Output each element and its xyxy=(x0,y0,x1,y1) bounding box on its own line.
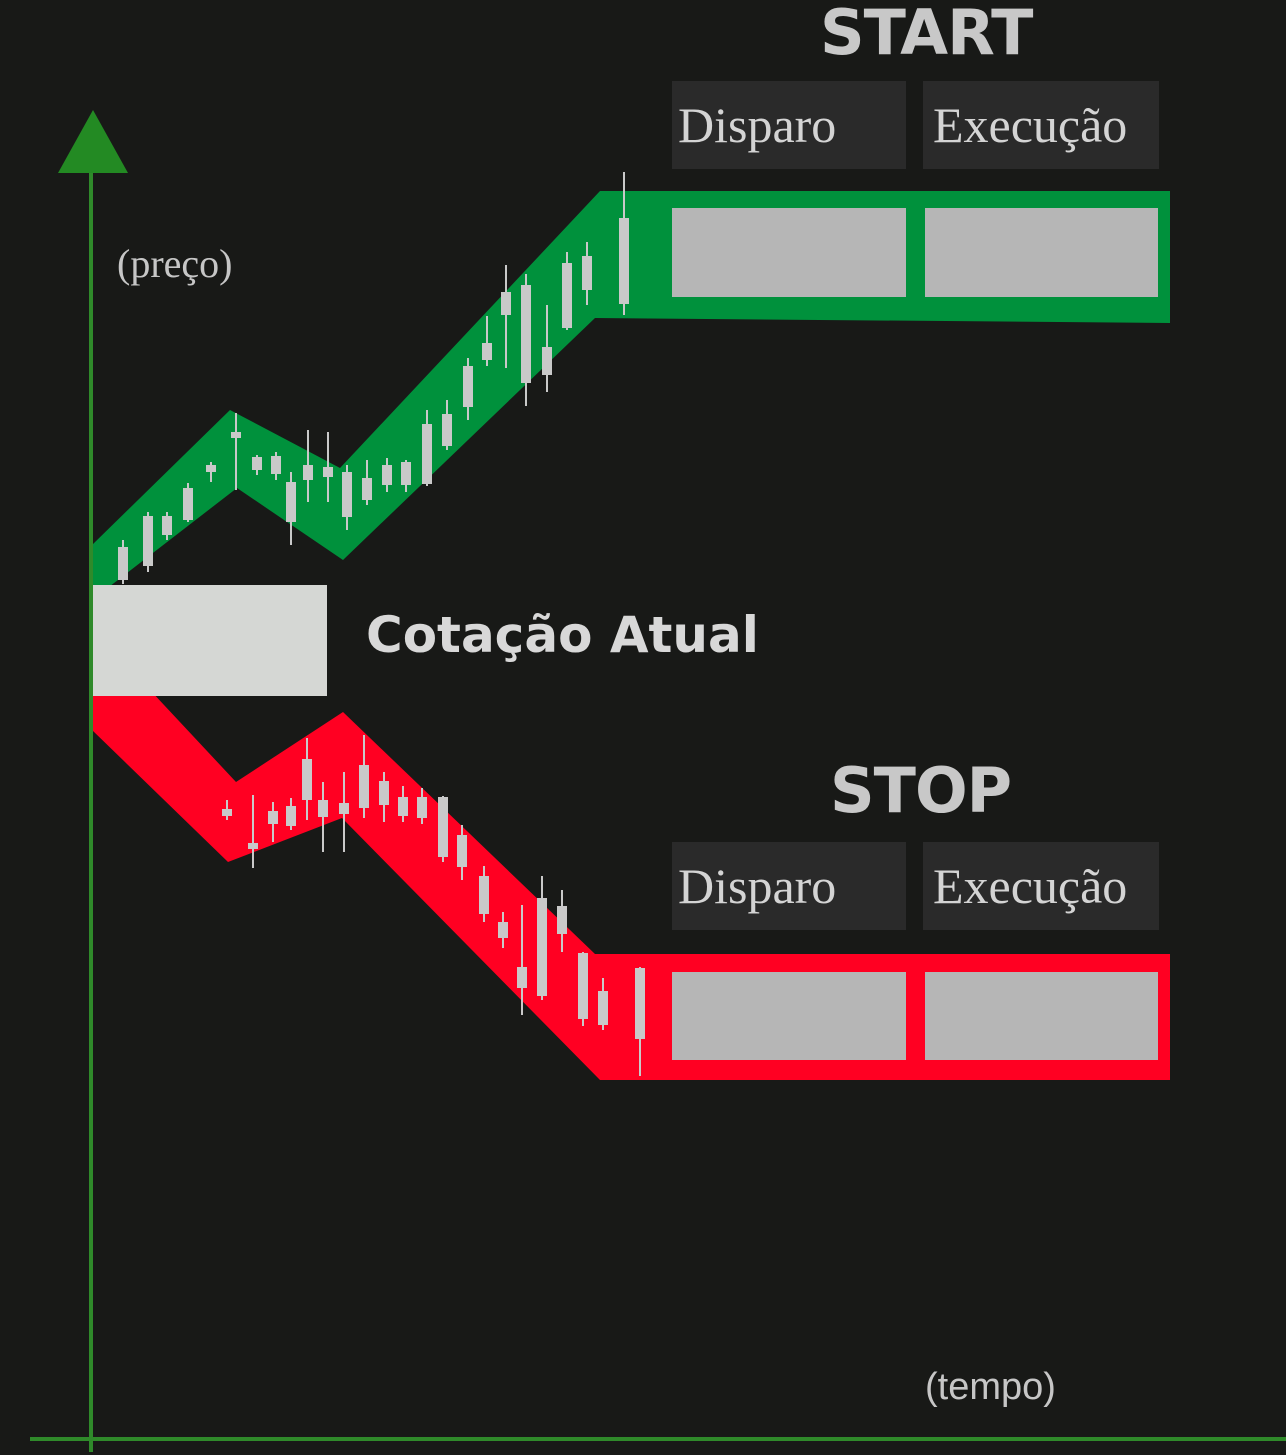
current-price-box xyxy=(93,585,327,696)
stop-candle-body xyxy=(359,765,369,808)
start-candle-body xyxy=(442,414,452,446)
start-candle-body xyxy=(501,292,511,315)
stop-candle-body xyxy=(498,922,508,938)
stop-candle-body xyxy=(286,806,296,826)
start-title: START xyxy=(820,0,1033,69)
stop-candle-body xyxy=(557,906,567,934)
start-trigger-header: Disparo xyxy=(672,81,906,169)
stop-title: STOP xyxy=(830,754,1012,827)
stop-candle-body xyxy=(318,800,328,817)
stop-trigger-field xyxy=(672,972,906,1060)
start-candle-body xyxy=(118,547,128,580)
stop-candle-body xyxy=(438,797,448,857)
start-candle-body xyxy=(271,456,281,474)
start-candle-body xyxy=(362,478,372,500)
start-trigger-field xyxy=(672,208,906,297)
axes xyxy=(30,110,1286,1452)
current-price-label: Cotação Atual xyxy=(366,606,759,664)
start-candle-body xyxy=(582,256,592,290)
start-price-band xyxy=(92,191,1170,600)
stop-trigger-header: Disparo xyxy=(672,842,906,930)
stop-candle-body xyxy=(398,797,408,816)
start-candle-body xyxy=(162,516,172,535)
stop-candle-body xyxy=(339,803,349,814)
y-axis-label: (preço) xyxy=(117,241,233,286)
x-axis-label: (tempo) xyxy=(925,1366,1056,1408)
start-candle-body xyxy=(619,218,629,304)
start-candle-body xyxy=(286,482,296,522)
start-candle-body xyxy=(303,465,313,480)
start-candle-body xyxy=(422,424,432,484)
stop-candle-body xyxy=(302,759,312,800)
start-candle-body xyxy=(382,465,392,485)
start-candle-body xyxy=(482,343,492,360)
start-candle-body xyxy=(252,457,262,470)
stop-execution-header: Execução xyxy=(923,842,1159,930)
start-candle-body xyxy=(562,263,572,328)
start-candle-body xyxy=(401,462,411,485)
stop-candle-body xyxy=(457,835,467,867)
start-execution-header: Execução xyxy=(923,81,1159,169)
stop-execution-field xyxy=(925,972,1158,1060)
stop-candlesticks xyxy=(222,735,645,1076)
stop-candle-body xyxy=(248,843,258,849)
stop-candle-body xyxy=(578,953,588,1019)
start-candle-body xyxy=(521,285,531,383)
stop-candle-body xyxy=(537,898,547,996)
start-candle-body xyxy=(183,488,193,520)
y-axis-arrow-icon xyxy=(58,110,128,173)
start-candle-body xyxy=(342,472,352,517)
stop-candle-body xyxy=(479,876,489,914)
stop-candle-body xyxy=(268,811,278,824)
stop-candle-body xyxy=(417,797,427,818)
stop-candle-body xyxy=(517,967,527,988)
start-candle-body xyxy=(542,347,552,375)
stop-candle-body xyxy=(379,781,389,805)
start-candle-body xyxy=(206,465,216,472)
start-execution-field xyxy=(925,208,1158,297)
stop-candle-body xyxy=(222,809,232,816)
start-candle-body xyxy=(231,432,241,438)
start-candle-body xyxy=(463,366,473,407)
start-candlesticks xyxy=(118,172,629,584)
stop-candle-body xyxy=(598,991,608,1025)
start-candle-body xyxy=(323,467,333,477)
stop-candle-body xyxy=(635,968,645,1039)
start-candle-body xyxy=(143,516,153,566)
